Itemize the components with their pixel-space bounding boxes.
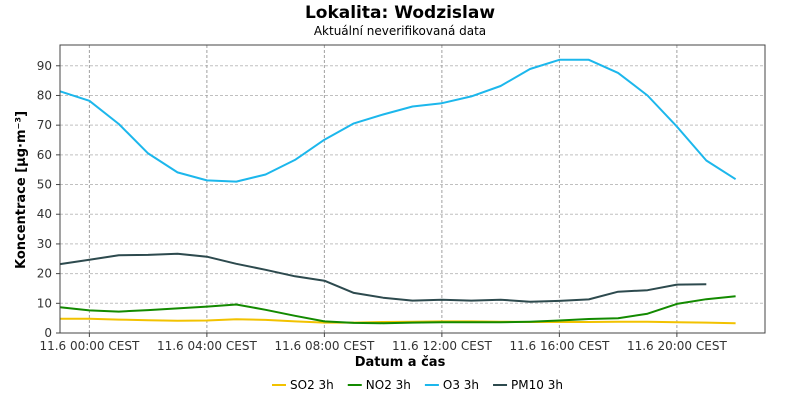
series-lines (59, 58, 737, 325)
x-tick-label: 11.6 12:00 CEST (392, 339, 493, 353)
series-line-o3-3h (59, 58, 737, 183)
y-axis-ticks: 0 10 20 30 40 50 60 70 80 90 (37, 59, 60, 340)
y-tick-label: 10 (37, 296, 52, 310)
chart-title: Lokalita: Wodzislaw (305, 3, 495, 23)
plot-frame (59, 44, 766, 334)
series-line-pm10-3h (59, 252, 707, 303)
legend-label-no2-3h: NO2 3h (366, 378, 411, 392)
x-axis-ticks: 11.6 00:00 CEST 11.6 04:00 CEST 11.6 08:00… (39, 333, 727, 353)
legend-label-o3-3h: O3 3h (443, 378, 479, 392)
y-tick-label: 40 (37, 207, 52, 221)
x-tick-label: 11.6 00:00 CEST (39, 339, 140, 353)
legend-label-so2-3h: SO2 3h (290, 378, 334, 392)
y-axis-label: Koncentrace [µg·m⁻³] (14, 111, 29, 269)
y-tick-label: 0 (44, 326, 52, 340)
y-tick-label: 60 (37, 148, 52, 162)
x-axis-label: Datum a čas (355, 355, 446, 370)
series-line-no2-3h (59, 295, 736, 325)
y-tick-label: 30 (37, 237, 52, 251)
y-tick-label: 70 (37, 118, 52, 132)
chart-subtitle: Aktuální neverifikovaná data (314, 24, 486, 38)
grid (60, 45, 765, 333)
y-tick-label: 90 (37, 59, 52, 73)
y-tick-label: 50 (37, 178, 52, 192)
x-tick-label: 11.6 04:00 CEST (157, 339, 258, 353)
x-tick-label: 11.6 08:00 CEST (274, 339, 375, 353)
legend-label-pm10-3h: PM10 3h (511, 378, 563, 392)
legend: SO2 3h NO2 3h O3 3h PM10 3h (272, 378, 563, 392)
x-tick-label: 11.6 20:00 CEST (627, 339, 728, 353)
series-line-so2-3h (60, 317, 736, 325)
x-tick-label: 11.6 16:00 CEST (509, 339, 610, 353)
y-tick-label: 20 (37, 267, 52, 281)
y-tick-label: 80 (37, 88, 52, 102)
